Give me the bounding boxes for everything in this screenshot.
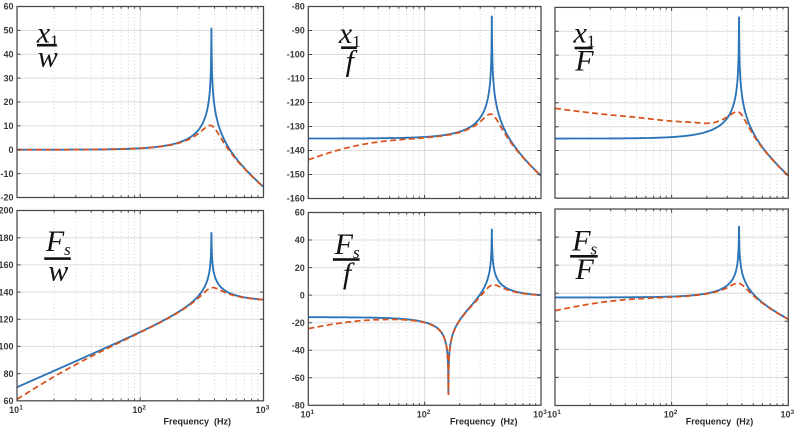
svg-text:-20: -20	[0, 193, 13, 203]
svg-text:F: F	[574, 45, 594, 78]
svg-text:40: 40	[3, 50, 13, 60]
svg-text:101: 101	[547, 409, 561, 420]
svg-text:50: 50	[3, 26, 13, 36]
svg-text:w: w	[48, 255, 68, 288]
svg-text:60: 60	[295, 208, 305, 218]
svg-text:103: 103	[780, 409, 794, 420]
svg-text:-40: -40	[292, 345, 305, 355]
svg-text:80: 80	[3, 369, 13, 379]
svg-text:-100: -100	[287, 50, 305, 60]
svg-text:200: 200	[0, 206, 14, 216]
svg-text:-80: -80	[292, 401, 305, 411]
svg-text:-110: -110	[287, 74, 305, 84]
svg-text:102: 102	[664, 409, 678, 420]
svg-text:101: 101	[300, 409, 314, 420]
svg-text:30: 30	[3, 73, 13, 83]
svg-text:102: 102	[132, 405, 146, 416]
svg-text:180: 180	[0, 233, 14, 243]
svg-text:-80: -80	[292, 2, 305, 12]
svg-text:Frequency (Hz): Frequency (Hz)	[686, 416, 754, 426]
svg-text:60: 60	[3, 2, 13, 12]
svg-text:120: 120	[0, 314, 14, 324]
svg-text:Frequency (Hz): Frequency (Hz)	[450, 416, 518, 426]
svg-text:20: 20	[3, 97, 13, 107]
svg-text:102: 102	[417, 409, 431, 420]
svg-text:-10: -10	[0, 169, 13, 179]
svg-text:103: 103	[256, 405, 270, 416]
svg-text:103: 103	[533, 409, 547, 420]
svg-text:F: F	[575, 253, 595, 286]
svg-text:-90: -90	[292, 26, 305, 36]
svg-text:w: w	[38, 41, 58, 74]
svg-text:-160: -160	[287, 194, 305, 204]
svg-text:160: 160	[0, 260, 14, 270]
svg-text:-60: -60	[292, 373, 305, 383]
svg-text:-130: -130	[287, 122, 305, 132]
svg-text:Frequency (Hz): Frequency (Hz)	[164, 416, 232, 426]
svg-text:0: 0	[8, 145, 13, 155]
svg-text:100: 100	[0, 342, 14, 352]
svg-text:0: 0	[300, 290, 305, 300]
svg-text:40: 40	[295, 235, 305, 245]
svg-text:-140: -140	[287, 146, 305, 156]
svg-text:101: 101	[9, 405, 23, 416]
svg-text:140: 140	[0, 287, 14, 297]
svg-text:-120: -120	[287, 98, 305, 108]
svg-text:20: 20	[295, 263, 305, 273]
svg-text:10: 10	[3, 121, 13, 131]
svg-text:-20: -20	[292, 318, 305, 328]
svg-text:60: 60	[3, 396, 13, 406]
svg-text:-150: -150	[287, 170, 305, 180]
